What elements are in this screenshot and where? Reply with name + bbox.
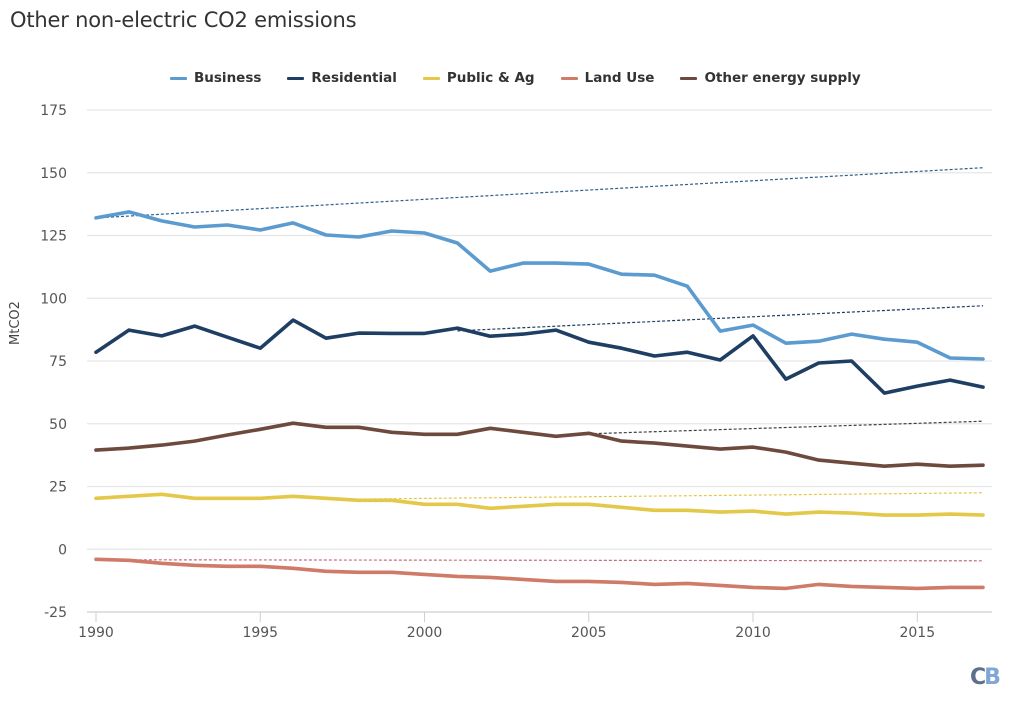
series-line-business (94, 210, 985, 361)
x-tick-label: 2005 (571, 625, 607, 641)
trend-line-land-use (128, 559, 984, 562)
legend-item-other-energy-supply: Other energy supply (680, 70, 861, 86)
series-line-residential (94, 318, 985, 395)
chart-title: Other non-electric CO2 emissions (10, 8, 357, 32)
x-tick-label: 1995 (242, 625, 278, 641)
legend-label-other-energy-supply: Other energy supply (704, 70, 861, 86)
y-tick-label: 100 (40, 291, 67, 307)
logo-letter-b: B (984, 665, 1001, 690)
y-tick-label: -25 (44, 605, 67, 621)
y-tick-label: 25 (49, 480, 67, 496)
y-tick-label: 50 (49, 417, 67, 433)
legend-label-business: Business (194, 70, 262, 86)
x-axis-ticks: 1990 1995 2000 2005 2010 2015 (78, 612, 935, 641)
trend-line-other-energy-supply (588, 420, 984, 435)
y-tick-label: 0 (58, 542, 67, 558)
trend-line-residential (457, 305, 984, 332)
legend-label-land-use: Land Use (584, 70, 655, 86)
x-tick-label: 2000 (407, 625, 443, 641)
legend-item-business: Business (170, 70, 261, 86)
y-tick-label: 175 (40, 103, 67, 119)
trend-lines (95, 167, 984, 562)
chart-legend: Business Residential Public & Ag Land Us… (170, 70, 887, 86)
series-line-other-energy-supply (94, 421, 985, 469)
legend-swatch-business (170, 76, 187, 80)
y-tick-label: 125 (40, 229, 67, 245)
legend-label-residential: Residential (311, 70, 397, 86)
legend-swatch-public-ag (422, 76, 440, 80)
series-line-land-use (94, 557, 985, 591)
x-tick-label: 1990 (78, 625, 114, 641)
legend-item-land-use: Land Use (560, 70, 655, 86)
legend-swatch-residential (287, 76, 305, 80)
legend-swatch-other-energy-supply (680, 76, 698, 80)
series-lines (94, 210, 985, 591)
x-tick-label: 2015 (899, 625, 935, 641)
x-tick-label: 2010 (735, 625, 771, 641)
y-tick-label: 75 (49, 354, 67, 370)
legend-item-residential: Residential (287, 70, 397, 86)
legend-swatch-land-use (560, 76, 578, 80)
y-axis-ticks: -25 0 25 50 75 100 125 150 175 (40, 103, 67, 621)
series-line-public-ag (94, 492, 985, 517)
logo-letter-c: C (970, 665, 986, 690)
legend-label-public-ag: Public & Ag (446, 70, 535, 86)
y-tick-label: 150 (40, 166, 67, 182)
gridlines (87, 109, 992, 613)
carbon-brief-logo: CB (970, 665, 1001, 690)
legend-item-public-ag: Public & Ag (422, 70, 535, 86)
trend-line-public-ag (358, 492, 984, 500)
trend-line-business (95, 167, 984, 219)
